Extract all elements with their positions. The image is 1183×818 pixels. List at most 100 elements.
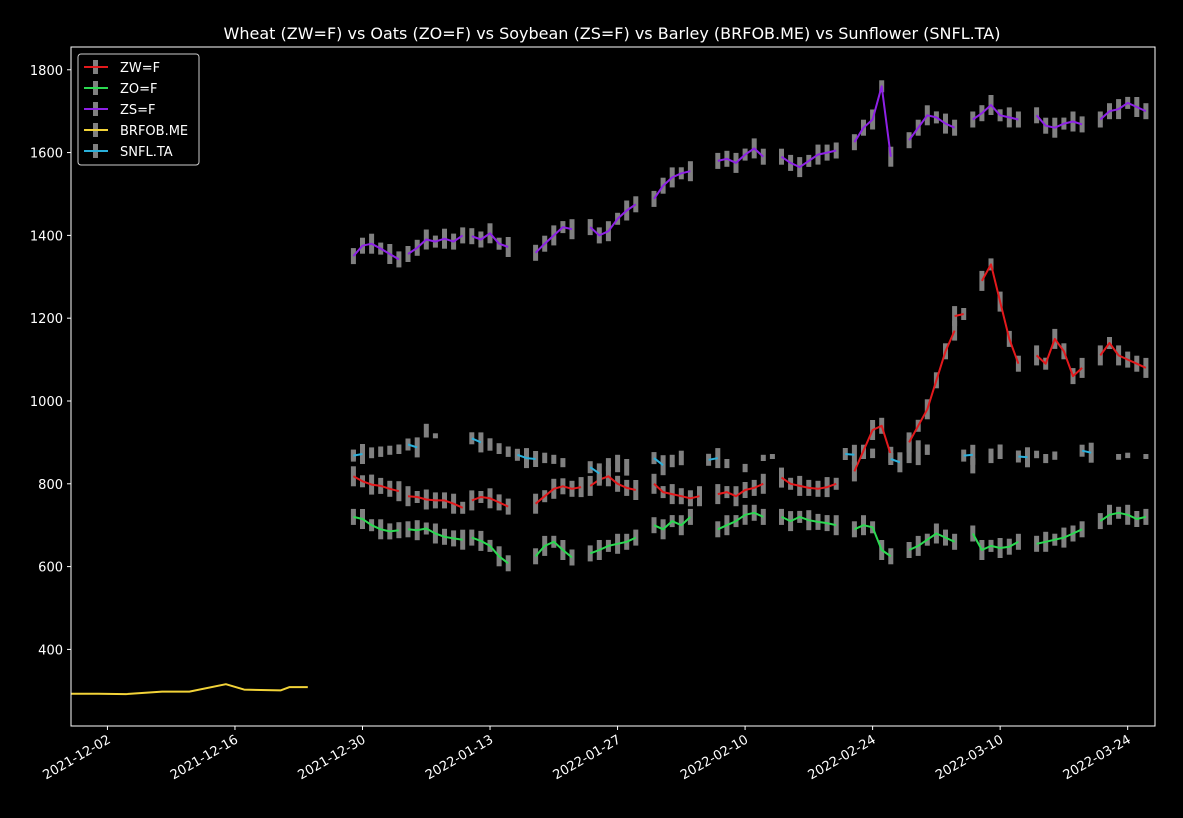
legend-box — [77, 53, 200, 166]
series-line — [517, 453, 536, 460]
series-line — [1099, 342, 1147, 369]
series-line — [853, 85, 892, 157]
series-line — [471, 437, 482, 444]
series-line — [780, 149, 837, 169]
series-line — [908, 330, 956, 443]
range-bar — [542, 452, 548, 464]
range-bar — [560, 458, 566, 468]
range-bar — [1116, 454, 1122, 460]
legend-item: ZO=F — [84, 81, 158, 97]
legend: ZW=F ZO=F ZS=F BRFOB.ME SNFL.TA — [77, 53, 200, 166]
series-line — [653, 170, 691, 200]
range-bar — [1125, 452, 1131, 459]
series-snfl-ta — [350, 432, 1094, 484]
range-bar — [496, 443, 502, 454]
series-zw-f — [350, 258, 1149, 515]
series-line — [981, 263, 1020, 365]
y-tick-label: 800 — [38, 478, 63, 493]
series-line — [589, 203, 637, 237]
series-line — [71, 683, 308, 696]
range-bar — [387, 445, 393, 455]
series-line — [534, 485, 582, 505]
legend-label: SNFL.TA — [120, 145, 173, 160]
legend-label: ZW=F — [120, 61, 160, 76]
series-line — [1035, 114, 1083, 129]
range-bar — [915, 440, 921, 466]
series-line — [653, 516, 692, 531]
series-line — [1099, 511, 1147, 522]
series-line — [471, 496, 509, 508]
range-bar — [615, 454, 621, 473]
plot-area — [71, 47, 1155, 726]
series-line — [954, 313, 964, 318]
legend-label: ZS=F — [120, 103, 156, 118]
series-line — [534, 226, 573, 254]
y-tick-label: 1000 — [30, 395, 63, 410]
range-tick — [952, 119, 958, 136]
y-axis: 400 600 800 1000 1200 1400 1600 1800 — [30, 64, 71, 658]
range-bar — [870, 448, 876, 459]
series-layer — [71, 80, 1149, 696]
series-line — [845, 453, 855, 456]
legend-label: BRFOB.ME — [120, 124, 188, 139]
range-bar — [924, 444, 930, 455]
range-bar — [378, 446, 384, 457]
series-line — [908, 532, 956, 551]
series-line — [353, 453, 363, 457]
range-bar — [605, 458, 611, 472]
range-bar — [997, 444, 1003, 459]
range-bar — [624, 459, 630, 476]
series-line — [407, 443, 418, 449]
range-bar — [551, 454, 557, 464]
series-line — [717, 482, 764, 498]
series-line — [1018, 455, 1028, 459]
range-bar — [396, 444, 402, 454]
series-line — [589, 466, 600, 475]
series-line — [352, 475, 400, 493]
series-line — [653, 483, 700, 500]
series-line — [781, 515, 837, 527]
series-line — [1036, 528, 1083, 545]
range-bar — [1143, 454, 1149, 459]
series-line — [471, 536, 509, 565]
series-line — [1081, 449, 1092, 454]
series-line — [853, 424, 892, 472]
series-line — [717, 147, 764, 164]
series-line — [589, 536, 637, 555]
range-bar — [669, 454, 675, 468]
series-line — [717, 511, 764, 531]
range-bar — [505, 446, 511, 457]
plot-frame — [70, 46, 1156, 727]
series-line — [890, 458, 901, 464]
range-bar — [724, 459, 730, 469]
range-bar — [487, 438, 493, 451]
series-line — [1035, 337, 1083, 378]
series-line — [780, 476, 837, 490]
range-bar — [988, 448, 994, 464]
series-zo-f — [350, 504, 1149, 572]
series-line — [963, 453, 973, 457]
series-line — [853, 524, 892, 558]
y-tick-label: 600 — [38, 561, 63, 576]
y-tick-label: 1600 — [30, 147, 63, 162]
range-bar — [760, 454, 766, 461]
range-bar — [432, 433, 438, 439]
legend-item: ZS=F — [84, 102, 156, 118]
series-line — [352, 242, 400, 261]
range-bar — [423, 423, 429, 438]
series-line — [534, 540, 573, 559]
series-line — [471, 232, 509, 248]
range-bar — [1052, 451, 1058, 460]
series-line — [708, 457, 718, 461]
series-brfob-me — [71, 683, 308, 696]
range-bar — [369, 447, 375, 459]
y-tick-label: 1400 — [30, 229, 63, 244]
series-line — [971, 533, 1019, 551]
legend-label: ZO=F — [120, 82, 158, 97]
legend-item: SNFL.TA — [84, 144, 173, 160]
series-line — [653, 457, 664, 466]
range-bar — [1034, 450, 1040, 459]
series-line — [407, 527, 463, 541]
